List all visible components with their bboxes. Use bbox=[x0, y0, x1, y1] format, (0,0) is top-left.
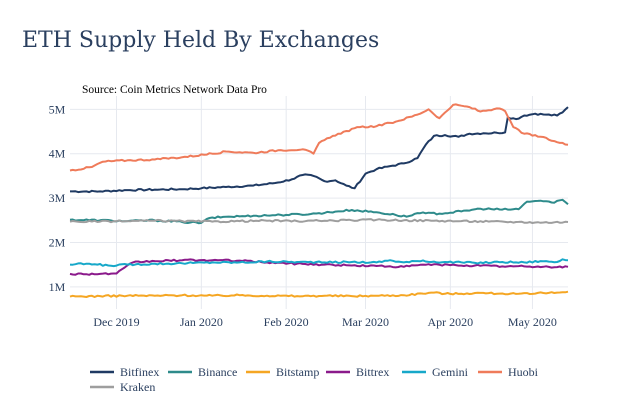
series-line-gemini bbox=[69, 258, 569, 268]
x-tick-label: May 2020 bbox=[508, 315, 557, 329]
legend-label: Bitfinex bbox=[120, 365, 159, 379]
x-tick-label: Apr 2020 bbox=[428, 315, 474, 329]
series-line-bitfinex bbox=[70, 106, 569, 194]
x-tick-label: Mar 2020 bbox=[342, 315, 389, 329]
y-tick-label: 5M bbox=[49, 102, 66, 116]
series-line-bittrex bbox=[69, 258, 569, 276]
legend-label: Binance bbox=[198, 365, 237, 379]
series-line-kraken bbox=[69, 218, 569, 224]
source-annotation: Source: Coin Metrics Network Data Pro bbox=[82, 84, 267, 96]
series-line-huobi bbox=[69, 103, 569, 172]
y-axis-ticks: 1M 2M 3M 4M 5M bbox=[49, 102, 66, 294]
chart-title: ETH Supply Held By Exchanges bbox=[22, 28, 379, 53]
y-tick-label: 4M bbox=[49, 147, 66, 161]
series-line-bitstamp bbox=[69, 290, 569, 298]
y-tick-label: 1M bbox=[49, 280, 66, 294]
series-lines bbox=[69, 103, 569, 298]
y-tick-label: 3M bbox=[49, 191, 66, 205]
gridlines bbox=[70, 96, 568, 309]
legend-label: Bitstamp bbox=[276, 365, 319, 379]
legend-label: Kraken bbox=[120, 380, 155, 394]
x-tick-label: Feb 2020 bbox=[264, 315, 309, 329]
legend-label: Bittrex bbox=[356, 365, 389, 379]
x-axis-ticks: Dec 2019 Jan 2020 Feb 2020 Mar 2020 Apr 2020… bbox=[93, 315, 557, 329]
legend-label: Huobi bbox=[508, 365, 539, 379]
y-tick-label: 2M bbox=[49, 235, 66, 249]
legend-label: Gemini bbox=[432, 365, 469, 379]
legend: Bitfinex Binance Bitstamp Bittrex Gemini Huob… bbox=[90, 365, 539, 394]
x-tick-label: Jan 2020 bbox=[180, 315, 223, 329]
x-tick-label: Dec 2019 bbox=[93, 315, 139, 329]
